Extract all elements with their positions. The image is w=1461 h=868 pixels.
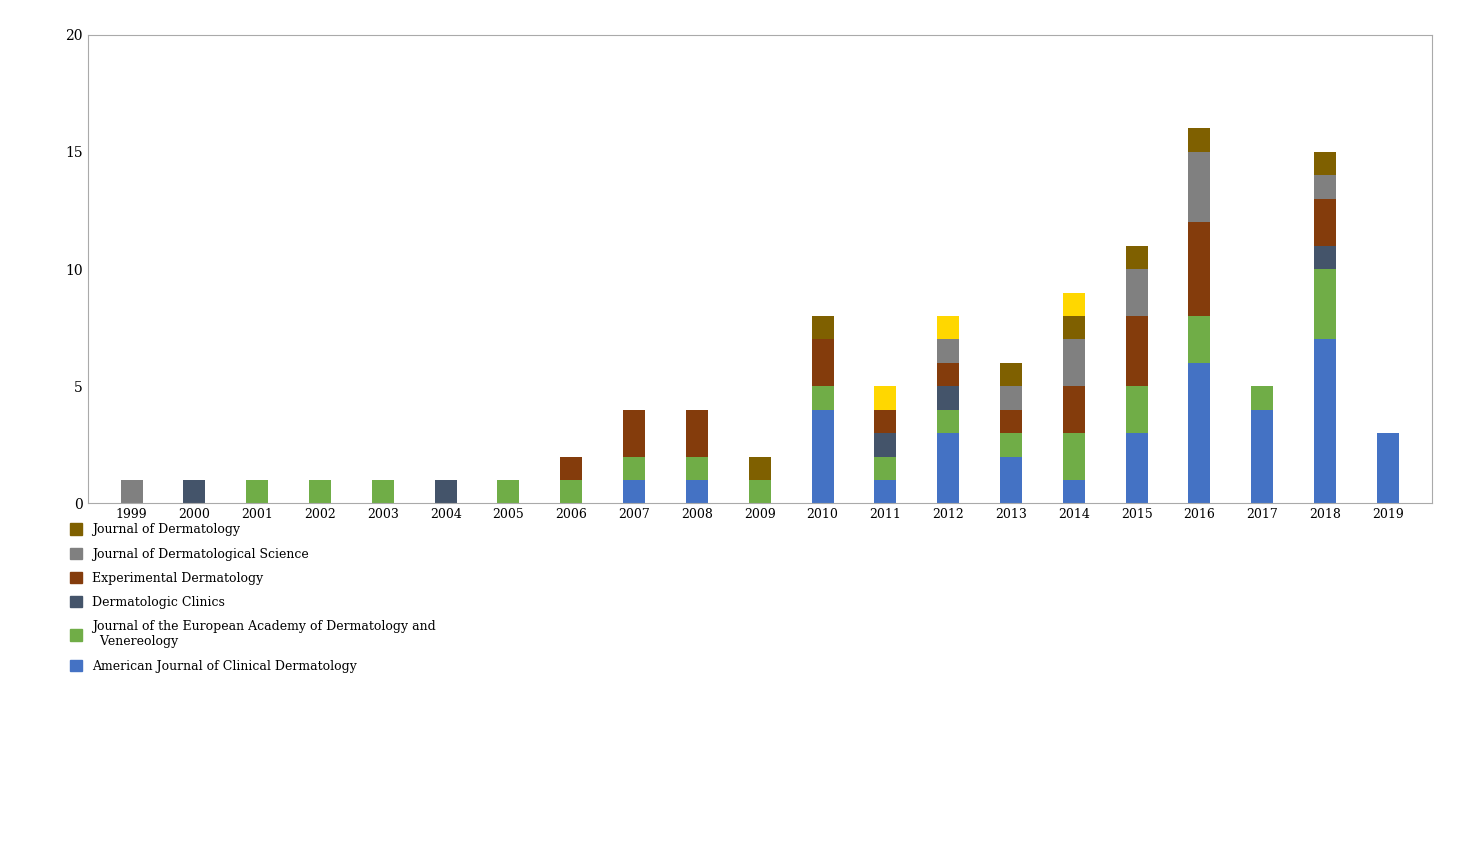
Bar (748, 457, 771, 480)
Bar (874, 386, 897, 410)
Bar (1062, 433, 1084, 480)
Bar (1125, 316, 1147, 386)
Bar (622, 480, 646, 503)
Bar (1313, 269, 1335, 339)
Bar (999, 433, 1021, 457)
Bar (561, 480, 583, 503)
Bar (937, 339, 958, 363)
Bar (1188, 222, 1210, 316)
Bar (999, 410, 1021, 433)
Bar (811, 410, 834, 503)
Bar (937, 316, 958, 339)
Bar (1251, 410, 1273, 503)
Bar (874, 480, 897, 503)
Bar (1062, 480, 1084, 503)
Bar (1062, 339, 1084, 386)
Bar (937, 410, 958, 433)
Bar (1062, 316, 1084, 339)
Bar (247, 480, 269, 503)
Bar (1251, 386, 1273, 410)
Bar (1125, 269, 1147, 316)
Bar (999, 386, 1021, 410)
Bar (1125, 433, 1147, 503)
Bar (685, 410, 709, 457)
Bar (1188, 363, 1210, 503)
Bar (1125, 386, 1147, 433)
Bar (811, 386, 834, 410)
Bar (748, 480, 771, 503)
Bar (622, 410, 646, 457)
Bar (1062, 386, 1084, 433)
Bar (874, 410, 897, 433)
Bar (811, 339, 834, 386)
Bar (937, 433, 958, 503)
Bar (1313, 199, 1335, 246)
Bar (999, 363, 1021, 386)
Bar (1376, 433, 1398, 503)
Bar (1062, 293, 1084, 316)
Bar (1188, 128, 1210, 152)
Bar (685, 457, 709, 480)
Bar (622, 457, 646, 480)
Bar (1313, 246, 1335, 269)
Bar (937, 363, 958, 386)
Bar (1125, 246, 1147, 269)
Bar (874, 457, 897, 480)
Bar (874, 433, 897, 457)
Bar (310, 480, 332, 503)
Bar (1313, 339, 1335, 503)
Bar (999, 457, 1021, 503)
Bar (1188, 152, 1210, 222)
Legend: Journal of Dermatology, Journal of Dermatological Science, Experimental Dermatol: Journal of Dermatology, Journal of Derma… (64, 518, 441, 678)
Bar (1188, 316, 1210, 363)
Bar (498, 480, 520, 503)
Bar (685, 480, 709, 503)
Bar (1313, 175, 1335, 199)
Bar (435, 480, 457, 503)
Bar (184, 480, 206, 503)
Bar (561, 457, 583, 480)
Bar (1313, 152, 1335, 175)
Bar (121, 480, 143, 503)
Bar (811, 316, 834, 339)
Bar (373, 480, 394, 503)
Bar (937, 386, 958, 410)
